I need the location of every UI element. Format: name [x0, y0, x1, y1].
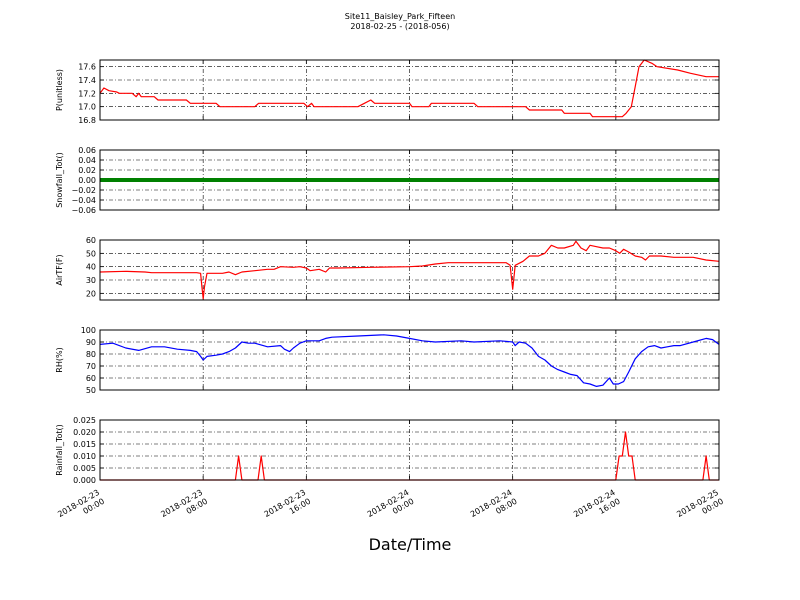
panel-4-ytick-label-5: 0.025 [73, 416, 96, 425]
panel-4-ytick-label-0: 0.000 [73, 476, 96, 485]
panel-4-ytick-label-2: 0.010 [73, 452, 96, 461]
panel-3-series-line [99, 334, 720, 387]
x-tick-label-4: 2018-02-2408:00 [469, 488, 519, 528]
panel-2-series-line [99, 240, 720, 300]
panel-0-ytick-label-0: 16.8 [78, 116, 96, 125]
panel-3-ytick-label-5: 100 [81, 326, 96, 335]
panel-2: 20 30 40 50 60 AirTF(F) [55, 236, 720, 301]
chart-title-line1: Site11_Baisley_Park_Fifteen [345, 12, 455, 21]
panel-3-ylabel: RH(%) [55, 347, 64, 372]
panel-0-ytick-label-1: 17.0 [78, 103, 96, 112]
panels-group: 16.817.017.217.417.6P(unitless)−0.06−0.0… [55, 59, 720, 485]
panel-2-ytick-label-3: 50 [86, 249, 96, 258]
panel-1-ytick-label-4: 0.02 [78, 166, 96, 175]
panel-3-ytick-label-2: 70 [86, 362, 96, 371]
panel-0-ytick-label-2: 17.2 [78, 89, 96, 98]
panel-1-ytick-label-1: −0.04 [71, 196, 96, 205]
panel-2-ylabel: AirTF(F) [55, 254, 64, 285]
chart-title-line2: 2018-02-25 - (2018-056) [350, 22, 449, 31]
panel-1-ytick-label-5: 0.04 [78, 156, 96, 165]
x-tick-label-1: 2018-02-2308:00 [159, 488, 209, 528]
panel-4: 0.000 0.005 0.010 0.015 0.020 0.025 Rainfall_T… [55, 416, 720, 485]
panel-4-ytick-label-1: 0.005 [73, 464, 96, 473]
panel-2-ytick-label-4: 60 [86, 236, 96, 245]
panel-3-ytick-label-0: 50 [86, 386, 96, 395]
x-tick-label-0: 2018-02-2300:00 [56, 488, 106, 528]
panel-4-ylabel: Rainfall_Tot() [55, 424, 64, 476]
panel-0-frame [99, 59, 720, 121]
panel-1-ytick-label-3: 0.00 [78, 176, 96, 185]
panel-1-ytick-label-2: −0.02 [71, 186, 96, 195]
x-tick-label-6: 2018-02-2500:00 [675, 488, 725, 528]
panel-4-series-line [100, 431, 719, 481]
panel-1: −0.06−0.04−0.020.000.020.040.06 Snowfall_… [55, 146, 720, 215]
x-tick-labels-group: 2018-02-2300:00 2018-02-2308:00 2018-02-23… [56, 488, 725, 528]
panel-3-ytick-label-1: 60 [86, 374, 96, 383]
panel-3-ytick-label-4: 90 [86, 338, 96, 347]
panel-0-series-line [99, 59, 719, 118]
panel-1-ytick-label-6: 0.06 [78, 146, 96, 155]
panel-4-ytick-label-4: 0.020 [73, 428, 96, 437]
x-tick-label-5: 2018-02-2416:00 [572, 488, 622, 528]
panel-2-frame [99, 239, 720, 301]
x-axis-label: Date/Time [369, 535, 452, 554]
x-tick-label-2: 2018-02-2316:00 [263, 488, 313, 528]
panel-4-frame [99, 419, 720, 481]
panel-2-ytick-label-1: 30 [86, 276, 96, 285]
panel-3-frame [99, 329, 720, 391]
panel-4-ytick-label-3: 0.015 [73, 440, 96, 449]
panel-0-ylabel: P(unitless) [55, 69, 64, 111]
panel-3: 50 60 70 80 90 100 RH(%) [55, 326, 720, 395]
panel-0-ytick-label-4: 17.6 [78, 63, 96, 72]
panel-0-ytick-label-3: 17.4 [78, 76, 96, 85]
panel-1-ylabel: Snowfall_Tot() [55, 152, 64, 208]
panel-3-ytick-label-3: 80 [86, 350, 96, 359]
panel-1-ytick-label-0: −0.06 [71, 206, 96, 215]
panel-1-frame [99, 149, 720, 211]
panel-2-ytick-label-2: 40 [86, 263, 96, 272]
panel-2-ytick-label-0: 20 [86, 289, 96, 298]
x-tick-label-3: 2018-02-2400:00 [366, 488, 416, 528]
panel-0: 16.8 17.0 17.2 17.4 17.6 P(unitless) [55, 59, 720, 125]
